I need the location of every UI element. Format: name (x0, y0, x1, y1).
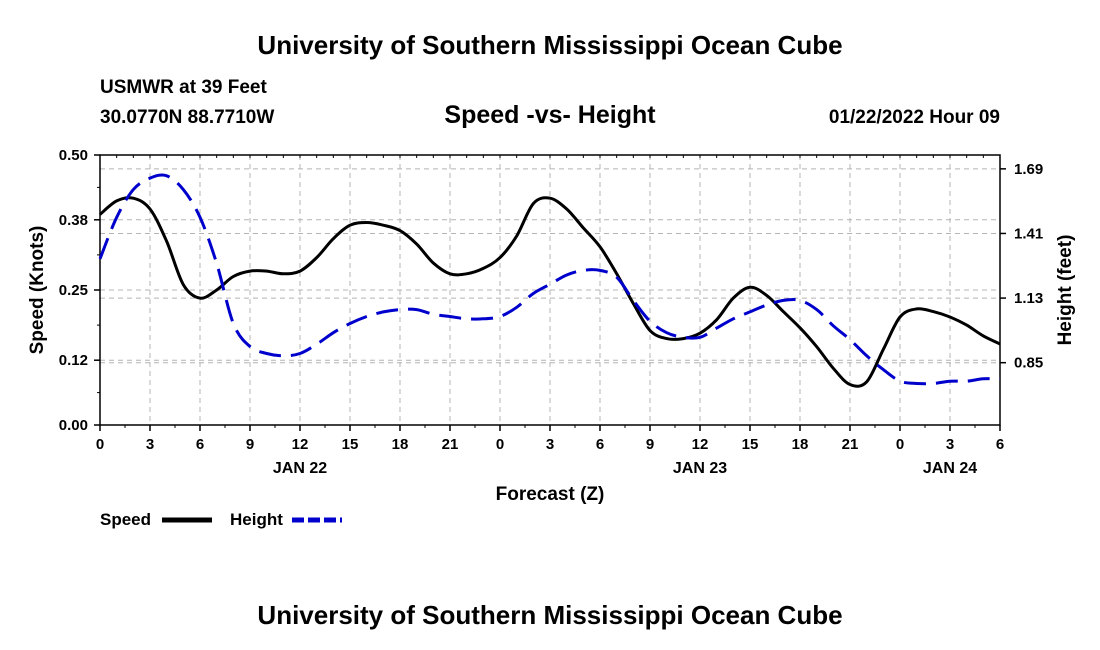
datetime-label: 01/22/2022 Hour 09 (828, 107, 1000, 128)
speed-series-line (99, 196, 1001, 388)
y-tick-label: 0.12 (59, 352, 88, 369)
page-title: University of Southern Mississippi Ocean… (257, 30, 843, 60)
x-tick-label: 21 (842, 436, 859, 453)
x-tick-label: 6 (996, 436, 1004, 453)
x-tick-label: 0 (496, 436, 504, 453)
x-tick-label: 18 (392, 436, 409, 453)
legend-speed-label: Speed (100, 510, 151, 529)
y-tick-label: 0.00 (59, 417, 88, 434)
day-label: JAN 22 (273, 460, 327, 477)
station-label: USMWR at 39 Feet (100, 77, 267, 98)
y2-tick-label: 1.13 (1014, 290, 1043, 307)
y-axis-label: Speed (Knots) (27, 226, 48, 355)
x-tick-label: 12 (292, 436, 309, 453)
x-tick-label: 21 (442, 436, 459, 453)
chart-title: Speed -vs- Height (444, 101, 656, 129)
y-tick-label: 0.50 (59, 147, 88, 164)
y-tick-label: 0.38 (59, 212, 88, 229)
day-label: JAN 24 (923, 460, 977, 477)
x-tick-label: 18 (792, 436, 809, 453)
x-tick-label: 3 (946, 436, 954, 453)
x-tick-label: 6 (196, 436, 204, 453)
coordinates-label: 30.0770N 88.7710W (100, 107, 275, 128)
height-series-line (98, 173, 1001, 386)
legend: Speed Height (100, 510, 342, 529)
legend-height-label: Height (230, 510, 283, 529)
series-group (98, 173, 1001, 388)
grid (100, 155, 1000, 425)
x-tick-label: 3 (546, 436, 554, 453)
footer-title: University of Southern Mississippi Ocean… (257, 600, 843, 630)
x-tick-label: 9 (246, 436, 254, 453)
axes: 0 3 6 9 12 15 18 21 0 3 6 9 12 15 18 21 0 3 6 JAN 22 JAN 23 J… (59, 147, 1043, 477)
x-tick-label: 15 (742, 436, 759, 453)
y2-axis-label: Height (feet) (1055, 235, 1076, 346)
x-tick-label: 9 (646, 436, 654, 453)
day-label: JAN 23 (673, 460, 727, 477)
x-axis-label: Forecast (Z) (496, 484, 605, 505)
x-tick-label: 0 (896, 436, 904, 453)
x-tick-label: 15 (342, 436, 359, 453)
x-tick-label: 0 (96, 436, 104, 453)
y2-tick-label: 0.85 (1014, 355, 1043, 372)
y2-tick-label: 1.69 (1014, 161, 1043, 178)
y-tick-label: 0.25 (59, 282, 88, 299)
x-tick-label: 12 (692, 436, 709, 453)
x-tick-label: 6 (596, 436, 604, 453)
x-tick-label: 3 (146, 436, 154, 453)
y2-tick-label: 1.41 (1014, 225, 1043, 242)
